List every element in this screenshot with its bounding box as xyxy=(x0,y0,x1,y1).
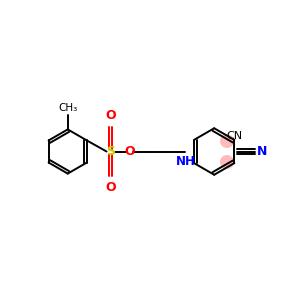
Text: O: O xyxy=(105,181,116,194)
Text: O: O xyxy=(124,145,135,158)
Text: NH: NH xyxy=(176,155,196,168)
Text: O: O xyxy=(105,110,116,122)
Text: S: S xyxy=(106,145,115,158)
Circle shape xyxy=(220,134,234,148)
Circle shape xyxy=(220,155,234,169)
Text: CN: CN xyxy=(226,131,242,141)
Text: CH₃: CH₃ xyxy=(58,103,77,113)
Text: N: N xyxy=(257,145,268,158)
